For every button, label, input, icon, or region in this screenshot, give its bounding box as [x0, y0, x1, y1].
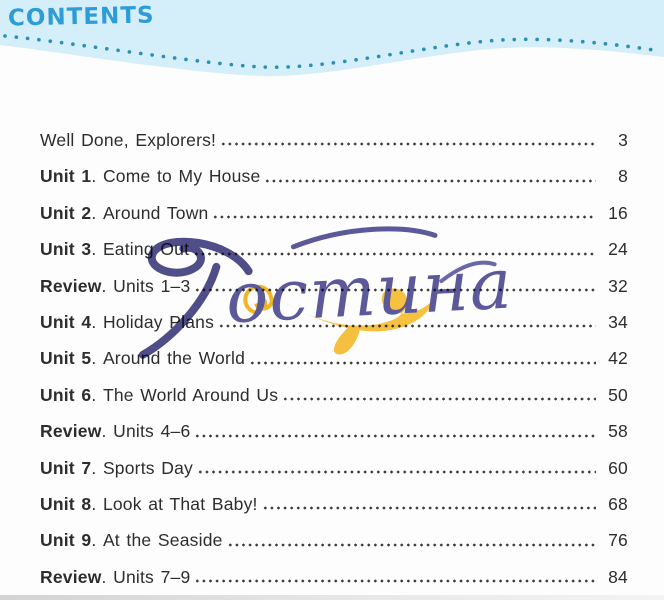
toc-entry-separator: .: [101, 275, 114, 296]
dot-leader: [264, 178, 596, 183]
toc-entry-separator: .: [91, 311, 103, 332]
toc-row: Review . Units 4–6 58: [40, 413, 628, 449]
toc-row: Review . Units 7–9 84: [40, 559, 628, 595]
scan-bottom-shadow: [0, 595, 664, 600]
toc-entry-page: 50: [608, 384, 628, 405]
dotted-wave-path: [3, 34, 662, 70]
toc-entry-page: 60: [608, 457, 628, 478]
toc-row: Unit 6 . The World Around Us 50: [40, 377, 628, 413]
toc-entry-title: Around the World: [102, 348, 246, 369]
toc-entry-title: Eating Out: [102, 239, 190, 260]
dot-leader: [194, 579, 596, 584]
toc-entry-page: 16: [608, 202, 628, 223]
toc-entry-page: 42: [608, 348, 628, 369]
toc-entry-page: 32: [608, 275, 628, 296]
toc-entry-page: 8: [618, 166, 628, 187]
toc-row: Unit 8 . Look at That Baby! 68: [40, 486, 628, 522]
toc-entry-separator: .: [91, 493, 103, 514]
toc-entry-prefix: Unit 6: [40, 384, 92, 405]
dot-leader: [249, 360, 596, 365]
toc-entry-title: Units 7–9: [113, 566, 191, 587]
toc-entry-separator: .: [91, 457, 103, 478]
toc-entry-title: The World Around Us: [102, 384, 279, 405]
toc-entry-prefix: Unit 2: [40, 202, 92, 223]
toc-row: Unit 1 . Come to My House 8: [40, 158, 628, 194]
toc-entry-page: 84: [608, 566, 628, 587]
toc-entry-page: 58: [608, 421, 628, 442]
dot-leader: [261, 506, 596, 511]
toc-entry-separator: .: [101, 566, 114, 587]
dot-leader: [194, 287, 596, 292]
toc-entry-separator: .: [91, 166, 103, 187]
dot-leader: [282, 397, 596, 402]
toc-entry-title: Units 1–3: [113, 275, 191, 296]
toc-row: Unit 3 . Eating Out 24: [40, 231, 628, 267]
toc-entry-prefix: Unit 4: [40, 311, 92, 332]
toc-entry-page: 24: [608, 239, 628, 260]
dot-leader: [194, 433, 596, 438]
toc-entry-page: 76: [608, 530, 628, 551]
toc-entry-separator: .: [91, 530, 103, 551]
toc-entry-prefix: Unit 7: [40, 457, 92, 478]
dot-leader: [220, 142, 596, 147]
toc-entry-prefix: Unit 9: [40, 530, 92, 551]
toc-entry-separator: .: [91, 384, 103, 405]
toc-entry-title: Units 4–6: [113, 421, 191, 442]
dot-leader: [197, 469, 596, 474]
toc-entry-prefix: Unit 3: [40, 239, 92, 260]
toc-entry-title: At the Seaside: [102, 530, 223, 551]
toc-entry-title: Around Town: [102, 202, 209, 223]
dot-leader: [193, 251, 596, 256]
toc-entry-title: Come to My House: [102, 166, 261, 187]
page-title: CONTENTS: [7, 2, 155, 32]
toc-row: Unit 7 . Sports Day 60: [40, 450, 628, 486]
blue-band-shape: [0, 0, 664, 77]
header-wave-decoration: [0, 0, 664, 77]
toc-entry-prefix: Review: [40, 421, 102, 442]
toc-entry-separator: .: [91, 239, 103, 260]
toc-entry-separator: .: [101, 421, 114, 442]
toc-entry-title: Well Done, Explorers!: [40, 130, 217, 150]
toc-entry-title: Sports Day: [102, 457, 193, 478]
toc-entry-separator: .: [91, 202, 103, 223]
dot-leader: [218, 324, 596, 329]
toc-row: Review . Units 1–3 32: [40, 268, 628, 304]
toc-row: Unit 5 . Around the World 42: [40, 340, 628, 376]
toc-entry-page: 34: [608, 311, 628, 332]
dot-leader: [226, 542, 596, 547]
toc-entry-separator: .: [91, 348, 103, 369]
toc-entry-prefix: Review: [40, 566, 102, 587]
toc-entry-prefix: Unit 5: [40, 348, 92, 369]
toc-row: Unit 4 . Holiday Plans 34: [40, 304, 628, 340]
toc-entry-title: Holiday Plans: [102, 311, 215, 332]
dot-leader: [212, 215, 596, 220]
toc-entry-title: Look at That Baby!: [102, 493, 258, 514]
toc-entry-prefix: Unit 8: [40, 493, 92, 514]
toc-list: Well Done, Explorers! 3 Unit 1 . Come to…: [40, 122, 628, 595]
toc-entry-page: 68: [608, 493, 628, 514]
toc-row: Well Done, Explorers! 3: [40, 122, 628, 158]
toc-row: Unit 2 . Around Town 16: [40, 195, 628, 231]
toc-entry-prefix: Review: [40, 275, 102, 296]
toc-row: Unit 9 . At the Seaside 76: [40, 522, 628, 558]
toc-entry-prefix: Unit 1: [40, 166, 92, 187]
toc-entry-page: 3: [618, 130, 628, 150]
